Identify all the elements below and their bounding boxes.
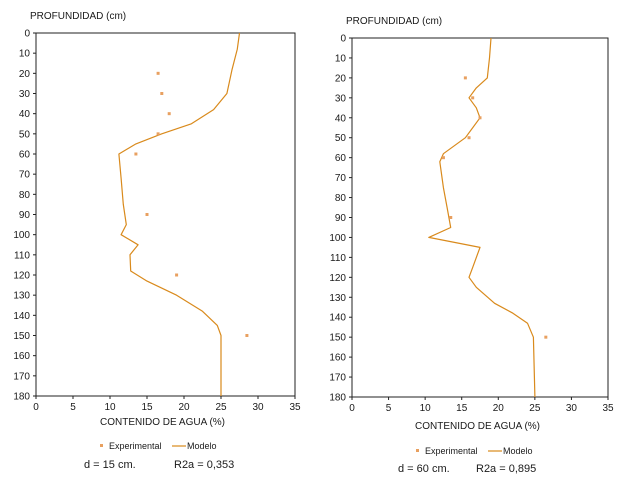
chart-panel-left: 0102030405060708090100110120130140150160…	[13, 11, 301, 471]
x-tick-label: 15	[141, 402, 153, 413]
y-tick-label: 30	[19, 89, 31, 100]
y-tick-label: 120	[329, 273, 346, 284]
y-axis-label: PROFUNDIDAD (cm)	[30, 11, 126, 22]
data-point-experimental	[156, 71, 160, 75]
data-point-experimental	[441, 156, 445, 160]
legend-marker-experimental	[100, 444, 103, 447]
legend-label-modelo: Modelo	[187, 441, 217, 451]
x-tick-label: 30	[566, 403, 578, 414]
y-tick-label: 0	[340, 34, 346, 45]
y-tick-label: 50	[335, 133, 347, 144]
y-tick-label: 170	[329, 373, 346, 384]
y-tick-label: 150	[329, 333, 346, 344]
data-point-experimental	[449, 216, 453, 219]
x-tick-label: 15	[456, 403, 468, 414]
data-point-experimental	[160, 92, 164, 95]
y-tick-label: 60	[335, 153, 347, 164]
series-line-modelo	[428, 37, 536, 398]
y-tick-label: 70	[19, 170, 31, 181]
x-tick-label: 25	[529, 403, 541, 414]
plot-frame	[35, 32, 296, 397]
y-tick-label: 100	[13, 230, 30, 241]
data-point-experimental	[471, 96, 475, 100]
y-tick-label: 170	[13, 371, 30, 382]
data-point-experimental	[245, 334, 249, 337]
x-tick-label: 5	[386, 403, 392, 414]
y-tick-label: 140	[329, 313, 346, 324]
y-tick-label: 80	[335, 193, 347, 204]
x-axis-label: CONTENIDO DE AGUA (%)	[415, 421, 540, 432]
y-tick-label: 100	[329, 233, 346, 244]
y-tick-label: 130	[13, 291, 30, 302]
plot-frame	[351, 37, 609, 398]
x-tick-label: 35	[289, 402, 301, 413]
note-d-value: d = 15 cm.	[84, 459, 136, 471]
data-point-experimental	[175, 273, 179, 277]
x-tick-label: 30	[252, 402, 264, 413]
x-tick-label: 20	[178, 402, 190, 413]
legend: Experimental Modelo	[416, 446, 533, 456]
x-tick-label: 20	[493, 403, 505, 414]
y-tick-label: 20	[335, 73, 347, 84]
x-tick-label: 0	[33, 402, 39, 413]
x-tick-label: 25	[215, 402, 227, 413]
legend-label-experimental: Experimental	[425, 446, 478, 456]
x-tick-label: 5	[70, 402, 76, 413]
y-tick-label: 20	[19, 69, 31, 80]
y-tick-label: 70	[335, 173, 347, 184]
data-point-experimental	[156, 132, 160, 136]
y-tick-label: 110	[330, 253, 346, 264]
y-tick-label: 180	[13, 392, 30, 403]
y-tick-label: 130	[329, 293, 346, 304]
y-tick-label: 10	[19, 49, 31, 60]
legend-label-experimental: Experimental	[109, 441, 162, 451]
series-line-modelo	[118, 32, 241, 396]
data-point-experimental	[463, 76, 467, 80]
data-point-experimental	[467, 136, 471, 140]
y-tick-label: 50	[19, 129, 31, 140]
y-tick-label: 10	[335, 53, 347, 64]
x-tick-label: 0	[349, 403, 355, 414]
y-tick-label: 140	[13, 311, 30, 322]
y-tick-label: 150	[13, 331, 30, 342]
y-tick-label: 0	[24, 29, 30, 40]
y-tick-label: 180	[329, 393, 346, 404]
y-tick-label: 90	[335, 213, 347, 224]
x-tick-label: 10	[104, 402, 116, 413]
x-tick-label: 35	[602, 403, 614, 414]
data-point-experimental	[145, 213, 149, 216]
legend-label-modelo: Modelo	[503, 446, 533, 456]
legend: Experimental Modelo	[100, 441, 217, 451]
legend-marker-experimental	[416, 449, 419, 452]
y-tick-label: 160	[329, 353, 346, 364]
data-point-experimental	[167, 112, 171, 116]
y-tick-label: 60	[19, 150, 31, 161]
data-point-experimental	[134, 152, 138, 156]
y-tick-label: 120	[13, 271, 30, 282]
x-axis-label: CONTENIDO DE AGUA (%)	[100, 417, 225, 428]
chart-panel-right: 0102030405060708090100110120130140150160…	[329, 16, 614, 475]
data-point-experimental	[478, 116, 482, 120]
y-tick-label: 80	[19, 190, 31, 201]
note-r2a-value: R2a = 0,895	[476, 463, 536, 475]
y-tick-label: 90	[19, 210, 31, 221]
y-tick-label: 160	[13, 351, 30, 362]
y-tick-label: 40	[335, 113, 347, 124]
note-r2a-value: R2a = 0,353	[174, 459, 234, 471]
y-axis-label: PROFUNDIDAD (cm)	[346, 16, 442, 27]
y-tick-label: 30	[335, 93, 347, 104]
x-tick-label: 10	[420, 403, 432, 414]
note-d-value: d = 60 cm.	[398, 463, 450, 475]
data-point-experimental	[544, 335, 548, 339]
y-tick-label: 110	[14, 250, 30, 261]
y-tick-label: 40	[19, 109, 31, 120]
